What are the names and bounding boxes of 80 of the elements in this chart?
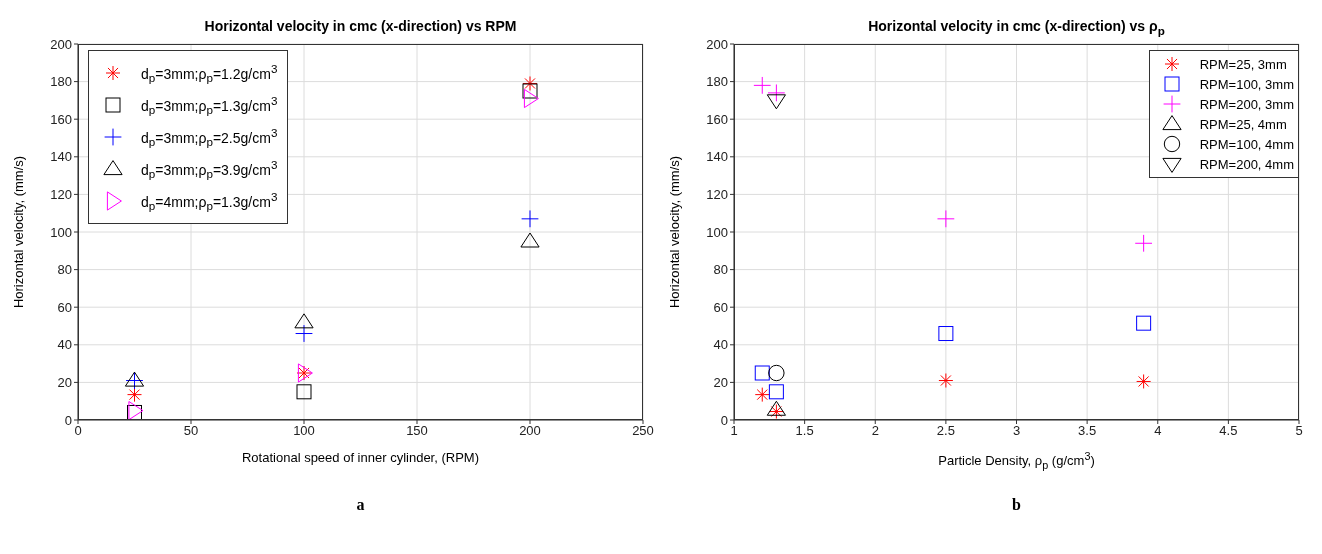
y-tick-label: 140 [50, 149, 72, 165]
point [1136, 373, 1152, 389]
y-tick-label: 80 [713, 262, 728, 278]
x-tick-label: 2.5 [936, 423, 955, 439]
point [1134, 234, 1153, 253]
x-tick-label: 3 [1012, 423, 1021, 439]
y-tick-label: 200 [50, 36, 72, 52]
point [523, 88, 539, 109]
point [520, 232, 540, 248]
x-tick-label: 1 [730, 423, 738, 439]
y-axis-title: Horizontal velocity, (mm/s) [666, 155, 682, 309]
legend-label: d$_{p}$=4mm;ρ$_{p}$=1.3g/cm$^{3}$ [141, 189, 278, 213]
legend-label: RPM=200, 3mm [1199, 96, 1294, 112]
legend-label: d$_{p}$=3mm;ρ$_{p}$=1.3g/cm$^{3}$ [141, 93, 278, 117]
x-tick-label: 4 [1154, 423, 1162, 439]
point [295, 324, 313, 343]
y-tick-label: 120 [706, 187, 728, 203]
point [766, 94, 786, 110]
chart-title: Horizontal velocity in cmc (x-direction) vs ρ$_{p}$ [868, 18, 1165, 37]
x-tick-label: 0 [74, 423, 82, 439]
x-tick-label: 4.5 [1219, 423, 1238, 439]
y-tick-label: 180 [706, 74, 728, 90]
y-tick-label: 160 [706, 111, 728, 127]
x-tick-label: 2 [871, 423, 879, 439]
chart-title: Horizontal velocity in cmc (x-direction) vs RPM [204, 18, 517, 34]
legend-label: RPM=25, 3mm [1199, 56, 1287, 72]
y-tick-label: 20 [57, 375, 72, 391]
y-tick-label: 180 [50, 74, 72, 90]
y-tick-label: 100 [706, 224, 728, 240]
legend-label: RPM=25, 4mm [1199, 116, 1287, 132]
point [521, 209, 539, 228]
point [754, 365, 770, 381]
text: a [356, 496, 365, 513]
point [294, 313, 314, 329]
legend-label: RPM=100, 3mm [1199, 76, 1294, 92]
point [768, 364, 785, 382]
y-tick-label: 200 [706, 36, 728, 52]
point [753, 76, 772, 95]
x-axis-title: Rotational speed of inner cylinder, (RPM) [241, 450, 479, 465]
legend-label: d$_{p}$=3mm;ρ$_{p}$=1.2g/cm$^{3}$ [141, 61, 278, 85]
x-tick-label: 3.5 [1078, 423, 1097, 439]
x-tick-label: 150 [406, 423, 428, 439]
point [938, 373, 954, 389]
point [936, 209, 955, 228]
point [768, 404, 784, 420]
x-tick-label: 250 [632, 423, 654, 439]
y-tick-label: 120 [50, 187, 72, 203]
y-tick-label: 100 [50, 224, 72, 240]
point [766, 400, 786, 416]
point [1136, 315, 1152, 331]
text: b [1012, 496, 1021, 513]
point [127, 387, 142, 403]
legend-label: d$_{p}$=3mm;ρ$_{p}$=3.9g/cm$^{3}$ [141, 157, 278, 181]
point [754, 387, 770, 403]
x-tick-label: 200 [519, 423, 541, 439]
x-axis-title: Particle Density, ρ$_{p}$ (g/cm$^{3}$) [938, 450, 1095, 471]
y-tick-label: 160 [50, 111, 72, 127]
point [767, 83, 786, 102]
y-tick-label: 20 [713, 375, 728, 391]
point [296, 384, 312, 400]
y-axis-title: Horizontal velocity, (mm/s) [10, 155, 26, 309]
x-tick-label: 5 [1295, 423, 1303, 439]
y-tick-label: 0 [720, 412, 728, 428]
y-tick-label: 40 [713, 337, 728, 353]
point [522, 83, 538, 99]
x-tick-label: 1.5 [795, 423, 814, 439]
legend-label: d$_{p}$=3mm;ρ$_{p}$=2.5g/cm$^{3}$ [141, 125, 278, 149]
y-tick-label: 0 [64, 412, 72, 428]
legend-label: RPM=200, 4mm [1199, 156, 1294, 172]
y-tick-label: 140 [706, 149, 728, 165]
point [522, 75, 538, 91]
y-tick-label: 60 [57, 299, 72, 315]
x-tick-label: 50 [183, 423, 199, 439]
point [938, 326, 954, 342]
x-tick-label: 100 [293, 423, 315, 439]
y-tick-label: 60 [713, 299, 728, 315]
y-tick-label: 80 [57, 262, 72, 278]
legend-label: RPM=100, 4mm [1199, 136, 1294, 152]
point [768, 384, 784, 400]
y-tick-label: 40 [57, 337, 72, 353]
